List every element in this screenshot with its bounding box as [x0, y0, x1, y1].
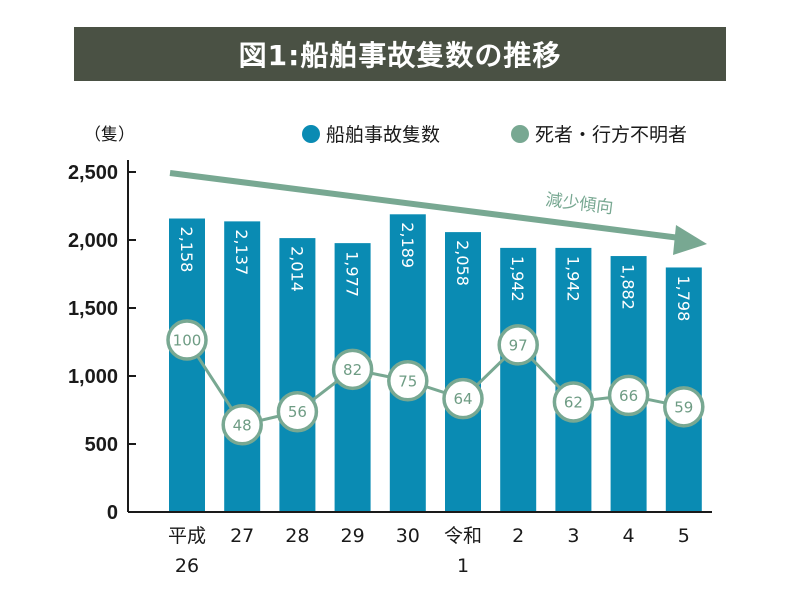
- x-tick-label: 29: [341, 525, 365, 547]
- x-tick-label: 4: [623, 525, 635, 547]
- axes-layer: 0 500 1,000 1,500 2,000 2,500 （隻） 平成 26 27 28 29 30 令…: [68, 125, 712, 577]
- y-tick-label: 0: [107, 502, 118, 524]
- deaths-point-1: [221, 404, 263, 446]
- trend-arrow-shaft: [169, 170, 681, 241]
- bar-value-label: 2,014: [287, 246, 306, 292]
- deaths-point-6: [497, 324, 539, 366]
- y-tick-label: 2,500: [68, 162, 118, 184]
- trend-label: 減少傾向: [544, 190, 614, 218]
- bar-value-label: 2,058: [453, 240, 472, 286]
- deaths-value-label: 62: [564, 393, 583, 411]
- deaths-point-8: [607, 374, 650, 417]
- bar-value-label: 1,882: [619, 264, 638, 310]
- x-tick-label: 2: [512, 525, 524, 547]
- bar-5: [445, 232, 481, 512]
- deaths-value-label: 82: [343, 361, 362, 379]
- bar-value-label: 1,942: [563, 256, 582, 302]
- bar-2: [279, 238, 316, 512]
- x-tick-label-line2: 26: [175, 555, 199, 577]
- legend-swatch-deaths-icon: [511, 125, 529, 143]
- legend: 船舶事故隻数 死者・行方不明者: [302, 124, 687, 146]
- deaths-value-label: 97: [509, 336, 528, 354]
- x-tick-label: 令和: [444, 525, 482, 547]
- bar-value-label: 1,942: [508, 256, 527, 302]
- chart-title: 図1:船舶事故隻数の推移: [238, 39, 562, 72]
- y-tick-label: 1,500: [68, 298, 118, 320]
- chart-title-banner: 図1:船舶事故隻数の推移: [74, 27, 726, 81]
- deaths-point-5: [442, 377, 484, 420]
- bar-0: [169, 218, 205, 512]
- y-tick-label: 1,000: [68, 366, 118, 388]
- x-tick-label-line2: 1: [457, 555, 469, 577]
- legend-label-deaths: 死者・行方不明者: [535, 124, 687, 146]
- trend-arrow-head-icon: [673, 225, 707, 255]
- deaths-point-3: [331, 348, 374, 391]
- bar-7: [555, 247, 592, 512]
- bar-1: [224, 221, 261, 513]
- deaths-line: [185, 339, 685, 427]
- deaths-line-layer: 100 48 56 82 75 64 97 62 66 59: [166, 319, 705, 446]
- deaths-value-label: 100: [173, 332, 202, 350]
- deaths-point-0: [166, 319, 208, 361]
- deaths-value-label: 59: [674, 398, 693, 416]
- deaths-point-4: [387, 360, 429, 402]
- deaths-point-9: [663, 386, 705, 428]
- deaths-value-label: 66: [619, 387, 638, 405]
- bar-value-label: 1,977: [343, 251, 362, 297]
- x-tick-label: 3: [567, 525, 579, 547]
- x-tick-label: 27: [230, 525, 254, 547]
- bar-6: [500, 247, 537, 512]
- deaths-value-label: 75: [398, 372, 417, 390]
- x-tick-label: 平成: [168, 525, 206, 547]
- x-tick-label: 5: [678, 525, 690, 547]
- x-tick-label: 28: [285, 525, 309, 547]
- bar-value-label: 2,158: [177, 227, 196, 273]
- deaths-value-label: 48: [233, 416, 252, 434]
- bars-layer: 2,158 2,137 2,014 1,977 2,189 2,058 1,942 1,942…: [169, 214, 702, 513]
- deaths-point-7: [552, 381, 595, 423]
- bar-value-label: 2,137: [232, 229, 251, 275]
- y-tick-label: 500: [85, 434, 118, 456]
- deaths-value-label: 64: [453, 390, 472, 408]
- y-axis-unit: （隻）: [84, 125, 135, 145]
- deaths-value-label: 56: [288, 403, 307, 421]
- legend-label-accidents: 船舶事故隻数: [326, 124, 440, 146]
- y-tick-label: 2,000: [68, 230, 118, 252]
- deaths-point-2: [276, 390, 319, 433]
- x-tick-label: 30: [396, 525, 420, 547]
- legend-swatch-accidents-icon: [302, 125, 320, 143]
- bar-value-label: 1,798: [674, 275, 693, 321]
- bar-value-label: 2,189: [398, 222, 417, 268]
